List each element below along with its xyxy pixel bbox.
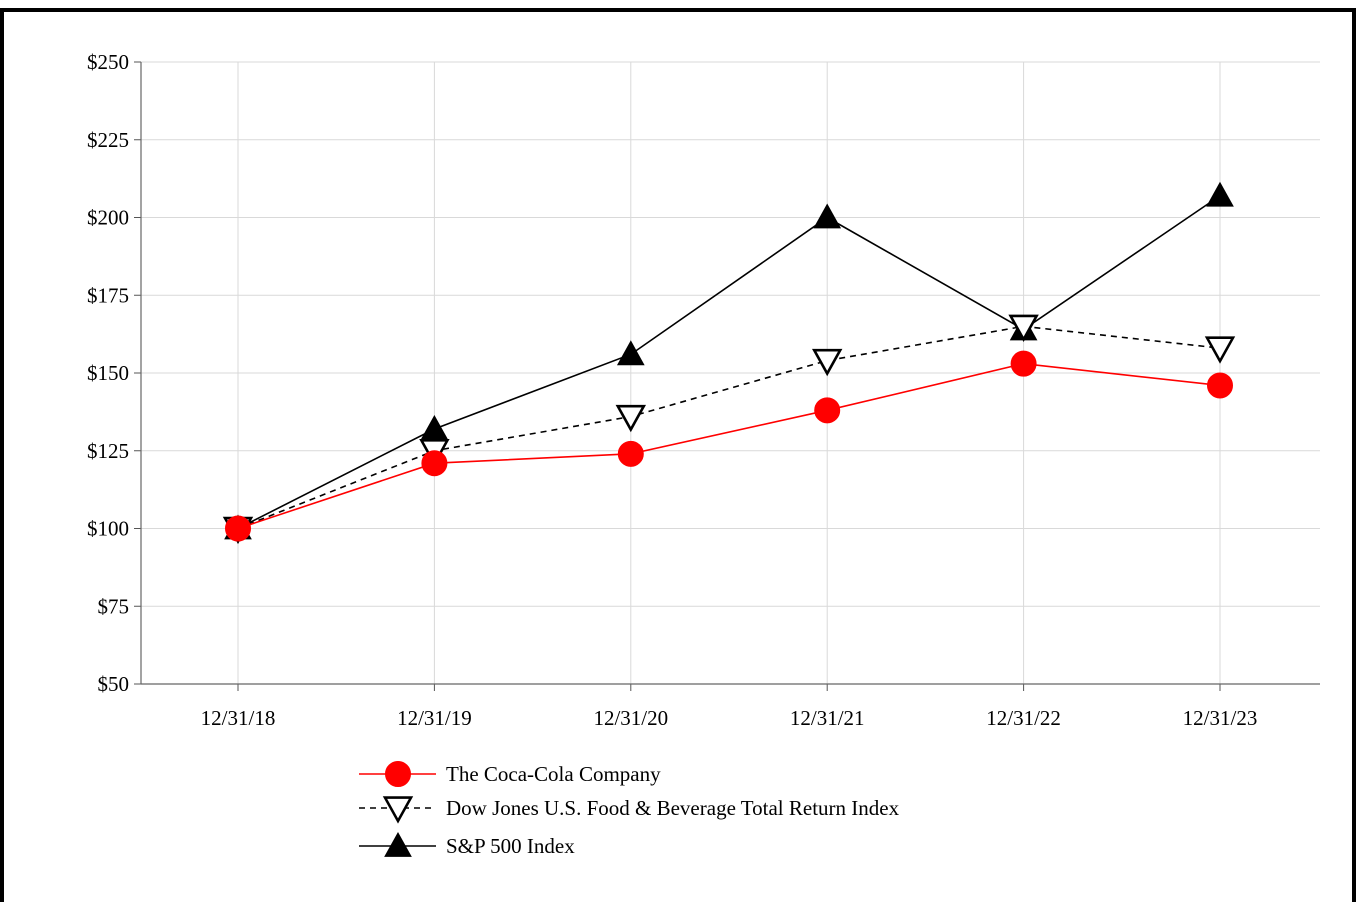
y-axis-tick-label: $200 xyxy=(87,206,129,230)
data-point xyxy=(811,348,843,377)
y-axis-tick-label: $250 xyxy=(87,50,129,74)
legend-marker xyxy=(384,831,412,857)
grid xyxy=(141,61,1320,684)
legend-marker xyxy=(382,796,414,824)
x-axis-tick-label: 12/31/21 xyxy=(790,706,865,730)
y-axis-tick-label: $125 xyxy=(87,439,129,463)
series-0 xyxy=(225,350,1233,542)
data-point xyxy=(814,397,841,424)
y-axis-tick-labels: $50 $75 $100 $125 $150 $175 $200 $225 $250 xyxy=(87,50,129,696)
chart-frame-border xyxy=(0,8,1356,902)
series-layer xyxy=(222,181,1236,545)
data-point xyxy=(1207,372,1233,399)
data-point xyxy=(617,440,644,467)
legend-label: S&P 500 Index xyxy=(446,834,575,858)
data-point xyxy=(1204,336,1236,364)
y-axis-tick-label: $50 xyxy=(98,672,130,696)
y-axis-tick-label: $100 xyxy=(87,517,129,541)
y-axis-tick-label: $75 xyxy=(98,594,130,618)
series-line xyxy=(237,362,1221,530)
series-line xyxy=(237,195,1221,530)
data-point xyxy=(1206,181,1234,207)
x-axis-tick-label: 12/31/18 xyxy=(201,706,276,730)
series-1 xyxy=(222,314,1236,545)
x-axis-tick-labels: 12/31/18 12/31/19 12/31/20 12/31/21 12/31/22… xyxy=(201,706,1258,730)
legend-label: The Coca-Cola Company xyxy=(446,762,661,786)
series-line xyxy=(237,325,1221,530)
series-2 xyxy=(224,181,1234,540)
data-point xyxy=(421,450,448,477)
legend-item-0: The Coca-Cola Company xyxy=(359,761,661,787)
data-point xyxy=(420,414,449,440)
legend-label: Dow Jones U.S. Food & Beverage Total Ret… xyxy=(446,796,900,820)
data-point xyxy=(1008,314,1039,343)
data-point xyxy=(813,203,842,229)
y-axis-tick-label: $150 xyxy=(87,361,129,385)
x-axis-tick-label: 12/31/22 xyxy=(986,706,1061,730)
legend: The Coca-Cola Company Dow Jones U.S. Food… xyxy=(359,761,900,858)
y-axis-tick-label: $225 xyxy=(87,128,129,152)
x-axis-tick-label: 12/31/23 xyxy=(1183,706,1258,730)
x-axis-tick-label: 12/31/20 xyxy=(593,706,668,730)
x-axis-tick-label: 12/31/19 xyxy=(397,706,472,730)
data-point xyxy=(225,515,251,542)
y-axis-tick-label: $175 xyxy=(87,283,129,307)
axes xyxy=(134,61,1320,691)
legend-marker xyxy=(385,761,411,787)
legend-item-1: Dow Jones U.S. Food & Beverage Total Ret… xyxy=(359,796,900,824)
data-point xyxy=(615,404,647,433)
data-point xyxy=(1010,350,1037,377)
data-point xyxy=(616,340,645,366)
legend-item-2: S&P 500 Index xyxy=(359,831,575,858)
